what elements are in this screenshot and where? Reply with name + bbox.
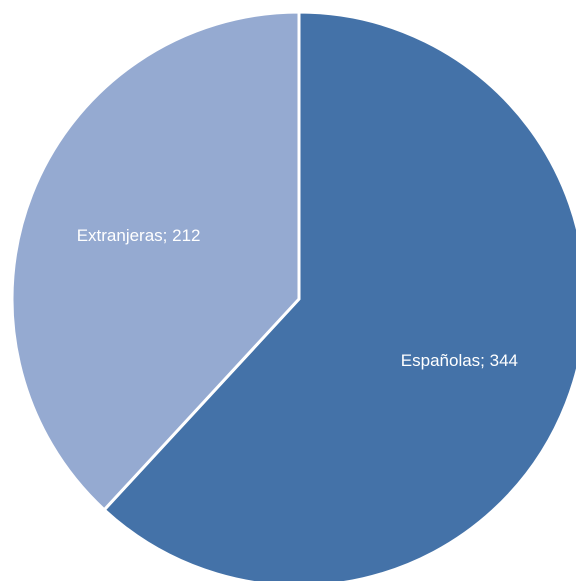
data-label-extranjeras: Extranjeras; 212 — [77, 226, 201, 245]
pie-slice-extranjeras — [10, 10, 301, 512]
pie-slice-espanolas — [102, 10, 576, 581]
data-label-espanolas: Españolas; 344 — [401, 351, 518, 370]
slices-layer — [10, 10, 576, 581]
data-labels-layer: Españolas; 344 Extranjeras; 212 — [77, 226, 518, 370]
